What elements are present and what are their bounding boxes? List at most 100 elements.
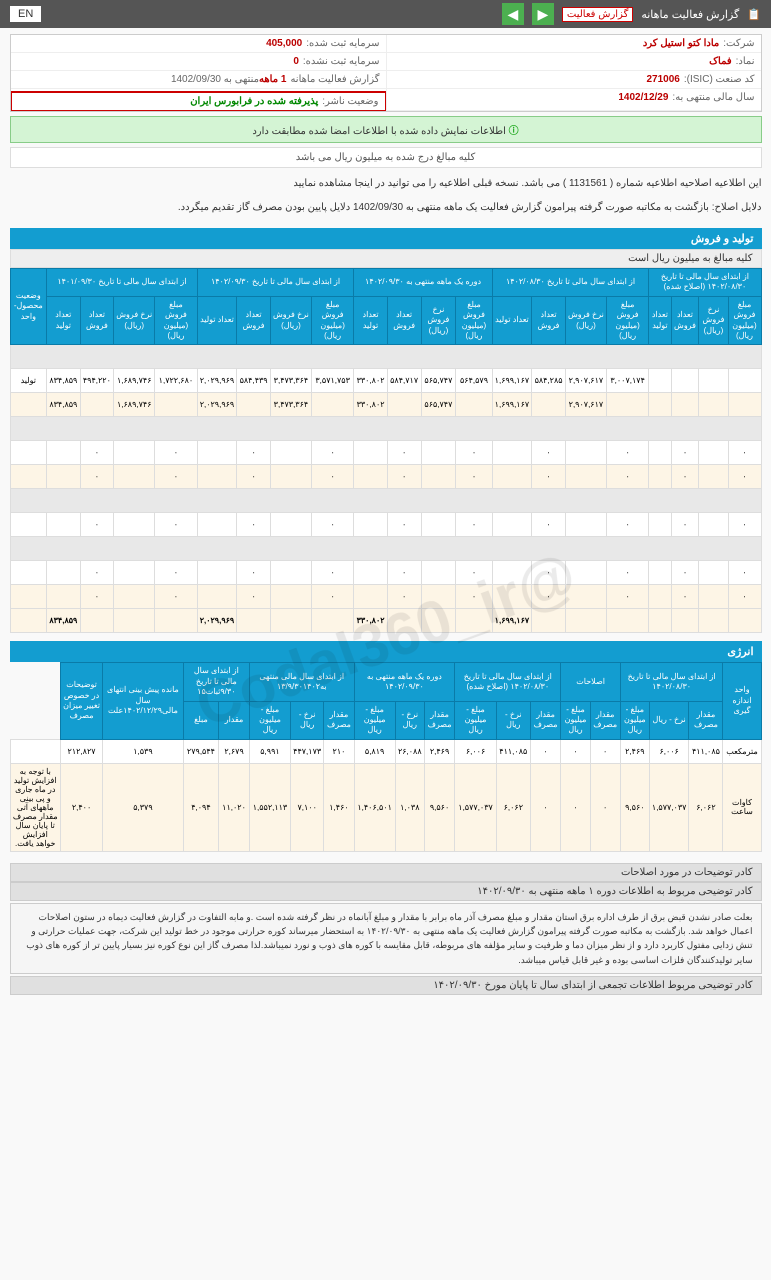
th-sub: مبلغ فروش (میلیون ریال) — [606, 296, 648, 345]
table-cell — [456, 393, 492, 417]
report-dropdown[interactable]: گزارش فعالیت — [562, 7, 633, 22]
table-cell: ۱,۶۹۹,۱۶۷ — [492, 393, 532, 417]
table-cell: ۶,۰۰۶ — [649, 739, 689, 763]
section-production-header: تولید و فروش — [10, 228, 762, 249]
table-cell: ۵۸۴,۷۱۷ — [387, 369, 421, 393]
table-cell: ۲,۰۲۹,۹۶۹ — [197, 393, 237, 417]
table-cell: ۵۶۵,۷۴۷ — [421, 369, 456, 393]
th-e7: مانده پیش بینی انتهای سال مالی۱۴۰۲/۱۲/۲۹… — [103, 663, 184, 739]
table-cell: ۲,۰۲۹,۹۶۹ — [197, 369, 237, 393]
th-sub: تعداد فروش — [237, 296, 271, 345]
th-period1: از ابتدای سال مالی تا تاریخ ۱۴۰۲/۰۸/۳۰ (… — [649, 269, 761, 297]
table-cell: کاوات ساعت — [723, 763, 761, 851]
table-cell: با توجه به افزایش تولید در ماه جاری و پی… — [10, 763, 60, 851]
th-e8: توضیحات در خصوص تغییر میزان مصرف — [60, 663, 102, 739]
table-cell: ۶,۰۰۶ — [455, 739, 497, 763]
th-sub: نرخ فروش (ریال) — [421, 296, 456, 345]
capital-reg-value: 405,000 — [266, 38, 302, 49]
table-cell — [114, 609, 155, 633]
th-sub: تعداد فروش — [80, 296, 114, 345]
table-cell — [532, 393, 566, 417]
lang-button[interactable]: EN — [10, 6, 41, 22]
th-sub: نرخ فروش (ریال) — [565, 296, 606, 345]
table-cell: ۸۳۴,۸۵۹ — [47, 393, 80, 417]
th-e2: اصلاحات — [561, 663, 620, 701]
table-cell: ۲,۰۲۹,۹۶۹ — [197, 609, 237, 633]
table-cell: ۱,۵۵۲,۱۱۳ — [249, 763, 290, 851]
section-energy-header: انرژی — [10, 641, 762, 662]
table-cell: ۱,۶۹۹,۱۶۷ — [492, 369, 532, 393]
table-cell: ۷,۱۰۰ — [291, 763, 324, 851]
table-cell: ۲۷۹,۵۴۴ — [183, 739, 218, 763]
report-end: منتهی به 1402/09/30 — [171, 74, 259, 85]
table-cell: ۸۳۴,۸۵۹ — [47, 369, 80, 393]
table-cell: ۴۹۴,۲۲۰ — [80, 369, 114, 393]
report-icon: 📋 — [747, 8, 761, 21]
table-cell: ۱۱,۰۲۰ — [219, 763, 250, 851]
th-sub: تعداد تولید — [197, 296, 237, 345]
th-e3: از ابتدای سال مالی تا تاریخ ۱۴۰۲/۰۸/۳۰ (… — [455, 663, 561, 701]
table-cell — [237, 393, 271, 417]
th-period5: از ابتدای سال مالی تا تاریخ ۱۴۰۱/۰۹/۳۰ — [47, 269, 198, 297]
th-unit: واحد اندازه گیری — [723, 663, 761, 739]
explain-sub1-title: کادر توضیحی مربوط به اطلاعات دوره ۱ ماهه… — [10, 882, 762, 901]
table-cell: ۲,۴۰۰ — [60, 763, 102, 851]
table-cell: ۶,۰۶۲ — [689, 763, 723, 851]
status-value: پذیرفته شده در فرابورس ایران — [190, 96, 318, 107]
th-e1: از ابتدای سال مالی تا تاریخ ۱۴۰۲/۰۸/۳۰ — [620, 663, 723, 701]
table-cell — [387, 393, 421, 417]
table-cell: ۰ — [561, 739, 590, 763]
amendment-note: این اطلاعیه اصلاحیه اطلاعیه شماره ( 1131… — [10, 172, 762, 196]
symbol-value: فماک — [709, 56, 732, 67]
table-cell: تولید — [10, 369, 47, 393]
table-cell: ۳۳۰,۸۰۲ — [354, 609, 387, 633]
isic-value: 271006 — [647, 74, 680, 85]
symbol-label: نماد: — [736, 56, 755, 67]
table-cell — [10, 739, 60, 763]
table-cell: ۲۶,۰۸۸ — [395, 739, 424, 763]
table-cell: ۴,۰۹۴ — [183, 763, 218, 851]
table-cell: ۱,۴۰۶,۵۰۱ — [354, 763, 395, 851]
table-cell: ۱,۵۷۷,۰۳۷ — [649, 763, 689, 851]
report-label: گزارش فعالیت ماهانه — [290, 74, 379, 85]
company-label: شرکت: — [723, 38, 754, 49]
table-cell — [10, 393, 47, 417]
table-cell — [10, 609, 47, 633]
section-production-sub: کلیه مبالغ به میلیون ریال است — [10, 249, 762, 268]
table-cell — [155, 393, 197, 417]
th-e6: از ابتدای سال مالی تا تاریخ ۹/۳۰ثبات۱۵ — [183, 663, 249, 701]
table-cell: ۱,۰۳۸ — [395, 763, 424, 851]
isic-label: کد صنعت (ISIC): — [684, 74, 755, 85]
alert-banner: اطلاعات نمایش داده شده با اطلاعات امضا ش… — [10, 116, 762, 143]
table-cell: ۱,۶۸۹,۷۴۶ — [114, 369, 155, 393]
capital-reg-label: سرمایه ثبت شده: — [306, 38, 379, 49]
table-cell: ۹,۵۶۰ — [424, 763, 454, 851]
table-cell — [421, 609, 456, 633]
table-cell: ۹,۵۶۰ — [620, 763, 649, 851]
prev-button[interactable]: ▶ — [532, 3, 554, 25]
table-cell: ۰ — [530, 763, 561, 851]
company-value: مادا کتو استیل کرد — [643, 38, 719, 49]
table-cell — [270, 609, 311, 633]
table-cell: ۱,۴۶۰ — [324, 763, 354, 851]
table-cell — [311, 609, 353, 633]
capital-unreg-label: سرمایه ثبت نشده: — [303, 56, 380, 67]
table-cell: ۵,۳۷۹ — [103, 763, 184, 851]
table-cell — [565, 609, 606, 633]
table-cell: ۱,۵۷۷,۰۳۷ — [455, 763, 497, 851]
table-cell — [456, 609, 492, 633]
table-cell: ۲۱۲,۸۲۷ — [60, 739, 102, 763]
table-cell: ۵,۹۹۱ — [249, 739, 290, 763]
table-cell: ۳,۰۰۷,۱۷۴ — [606, 369, 648, 393]
table-cell: ۳,۴۷۳,۳۶۴ — [270, 393, 311, 417]
table-cell: ۵۸۴,۲۸۵ — [532, 369, 566, 393]
table-cell: ۲,۴۶۹ — [424, 739, 454, 763]
th-period2: از ابتدای سال مالی تا تاریخ ۱۴۰۲/۰۸/۳۰ — [492, 269, 649, 297]
table-cell: ۵۶۵,۷۴۷ — [421, 393, 456, 417]
table-cell — [606, 609, 648, 633]
report-period: 1 ماهه — [259, 74, 286, 85]
next-button[interactable]: ◀ — [502, 3, 524, 25]
table-cell: ۵۸۴,۴۳۹ — [237, 369, 271, 393]
table-cell: ۴۱۱,۰۸۵ — [496, 739, 530, 763]
table-cell: ۲,۶۷۹ — [219, 739, 250, 763]
